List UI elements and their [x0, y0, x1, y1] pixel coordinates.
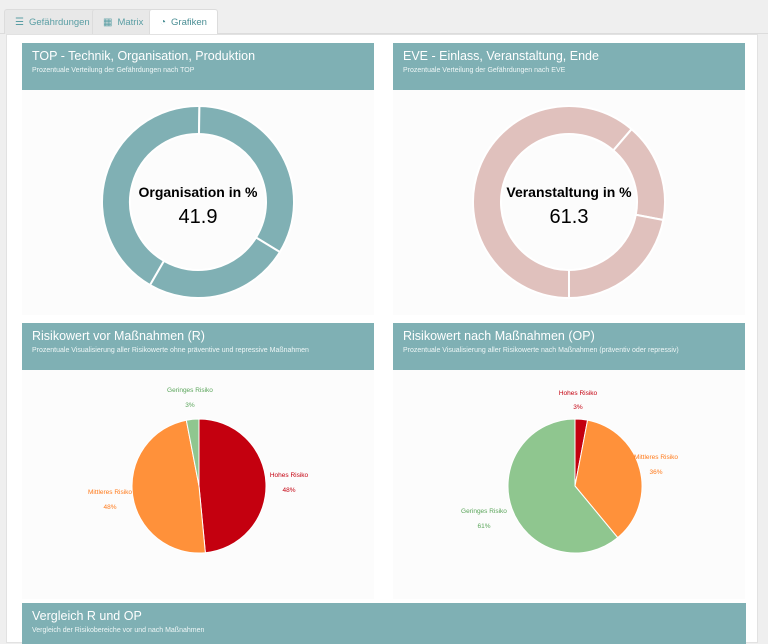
panel-subtitle: Vergleich der Risikobereiche vor und nac… [32, 627, 205, 634]
panel-header: Vergleich R und OP Vergleich der Risikob… [22, 603, 746, 644]
donut-slice-1[interactable] [611, 127, 666, 222]
tab-gefaehrdungen[interactable]: ☰ Gefährdungen [4, 9, 101, 34]
panel-eve: EVE - Einlass, Veranstaltung, Ende Proze… [393, 43, 745, 315]
charts-content: TOP - Technik, Organisation, Produktion … [6, 34, 758, 644]
panel-body: Organisation in % 41.9 [22, 90, 374, 315]
donut-chart-top: Organisation in % 41.9 [101, 104, 295, 299]
panel-compare: Vergleich R und OP Vergleich der Risikob… [22, 603, 746, 644]
slice-label-hohes: Hohes Risiko [559, 390, 598, 397]
panel-risk-before: Risikowert vor Maßnahmen (R) Prozentuale… [22, 323, 374, 599]
panel-subtitle: Prozentuale Verteilung der Gefährdungen … [32, 67, 195, 74]
panel-body: Geringes Risiko 3% Hohes Risiko 48% Mitt… [22, 370, 374, 599]
panel-header: EVE - Einlass, Veranstaltung, Ende Proze… [393, 43, 745, 90]
panel-header: Risikowert nach Maßnahmen (OP) Prozentua… [393, 323, 745, 370]
tab-label: Matrix [117, 16, 144, 28]
panel-subtitle: Prozentuale Visualisierung aller Risikow… [32, 347, 309, 354]
slice-label-geringes: Geringes Risiko [167, 387, 213, 394]
slice-label-mittleres: Mittleres Risiko [88, 489, 132, 496]
tab-grafiken[interactable]: ◔ Grafiken [149, 9, 218, 35]
slice-label-geringes: Geringes Risiko [461, 508, 507, 515]
panel-header: Risikowert vor Maßnahmen (R) Prozentuale… [22, 323, 374, 370]
donut-slice-1[interactable] [197, 104, 295, 254]
slice-percent-mittleres: 36% [649, 469, 662, 476]
panel-body: Hohes Risiko 3% Mittleres Risiko 36% Ger… [393, 370, 745, 599]
donut-center-value: 41.9 [179, 206, 218, 228]
donut-slice-2[interactable] [148, 236, 282, 299]
panel-body: Veranstaltung in % 61.3 [393, 90, 745, 315]
donut-center-label: Organisation in % [138, 184, 258, 200]
pie-chart-risk-before: Geringes Risiko 3% Hohes Risiko 48% Mitt… [88, 387, 309, 554]
panel-subtitle: Prozentuale Visualisierung aller Risikow… [403, 347, 679, 354]
slice-percent-hohes: 3% [573, 404, 583, 411]
pie-slice-mittleres-risiko[interactable] [574, 419, 643, 539]
pie-slice-geringes-risiko[interactable] [185, 418, 200, 487]
tab-label: Grafiken [171, 17, 207, 28]
slice-percent-mittleres: 48% [103, 504, 116, 511]
panel-title: TOP - Technik, Organisation, Produktion [32, 49, 256, 63]
pie-chart-risk-after: Hohes Risiko 3% Mittleres Risiko 36% Ger… [461, 390, 678, 554]
slice-label-mittleres: Mittleres Risiko [634, 454, 678, 461]
donut-center-value: 61.3 [550, 206, 589, 228]
slice-label-hohes: Hohes Risiko [270, 472, 309, 479]
slice-percent-geringes: 61% [477, 523, 490, 530]
tab-matrix[interactable]: ▦ Matrix [92, 9, 155, 34]
table-icon: ▦ [103, 16, 113, 28]
pie-slice-geringes-risiko[interactable] [507, 418, 619, 554]
slice-percent-hohes: 48% [282, 487, 295, 494]
donut-chart-eve: Veranstaltung in % 61.3 [472, 105, 666, 300]
donut-center-label: Veranstaltung in % [506, 184, 632, 200]
panel-title: EVE - Einlass, Veranstaltung, Ende [403, 49, 599, 63]
panel-title: Risikowert nach Maßnahmen (OP) [403, 329, 595, 343]
panel-title: Vergleich R und OP [32, 609, 142, 623]
panel-subtitle: Prozentuale Verteilung der Gefährdungen … [403, 67, 566, 74]
panel-risk-after: Risikowert nach Maßnahmen (OP) Prozentua… [393, 323, 745, 599]
panel-top: TOP - Technik, Organisation, Produktion … [22, 43, 374, 315]
donut-slice-0[interactable] [472, 105, 633, 300]
tab-bar: ☰ Gefährdungen ▦ Matrix ◔ Grafiken [0, 0, 768, 35]
pie-slice-hohes-risiko[interactable] [198, 418, 267, 554]
list-icon: ☰ [15, 16, 24, 28]
pie-slice-mittleres-risiko[interactable] [131, 419, 206, 554]
panel-header: TOP - Technik, Organisation, Produktion … [22, 43, 374, 90]
tab-label: Gefährdungen [28, 16, 90, 28]
pie-chart-icon: ◔ [160, 17, 167, 28]
panel-title: Risikowert vor Maßnahmen (R) [32, 329, 205, 343]
donut-slice-2[interactable] [568, 213, 665, 300]
slice-percent-geringes: 3% [185, 402, 195, 409]
